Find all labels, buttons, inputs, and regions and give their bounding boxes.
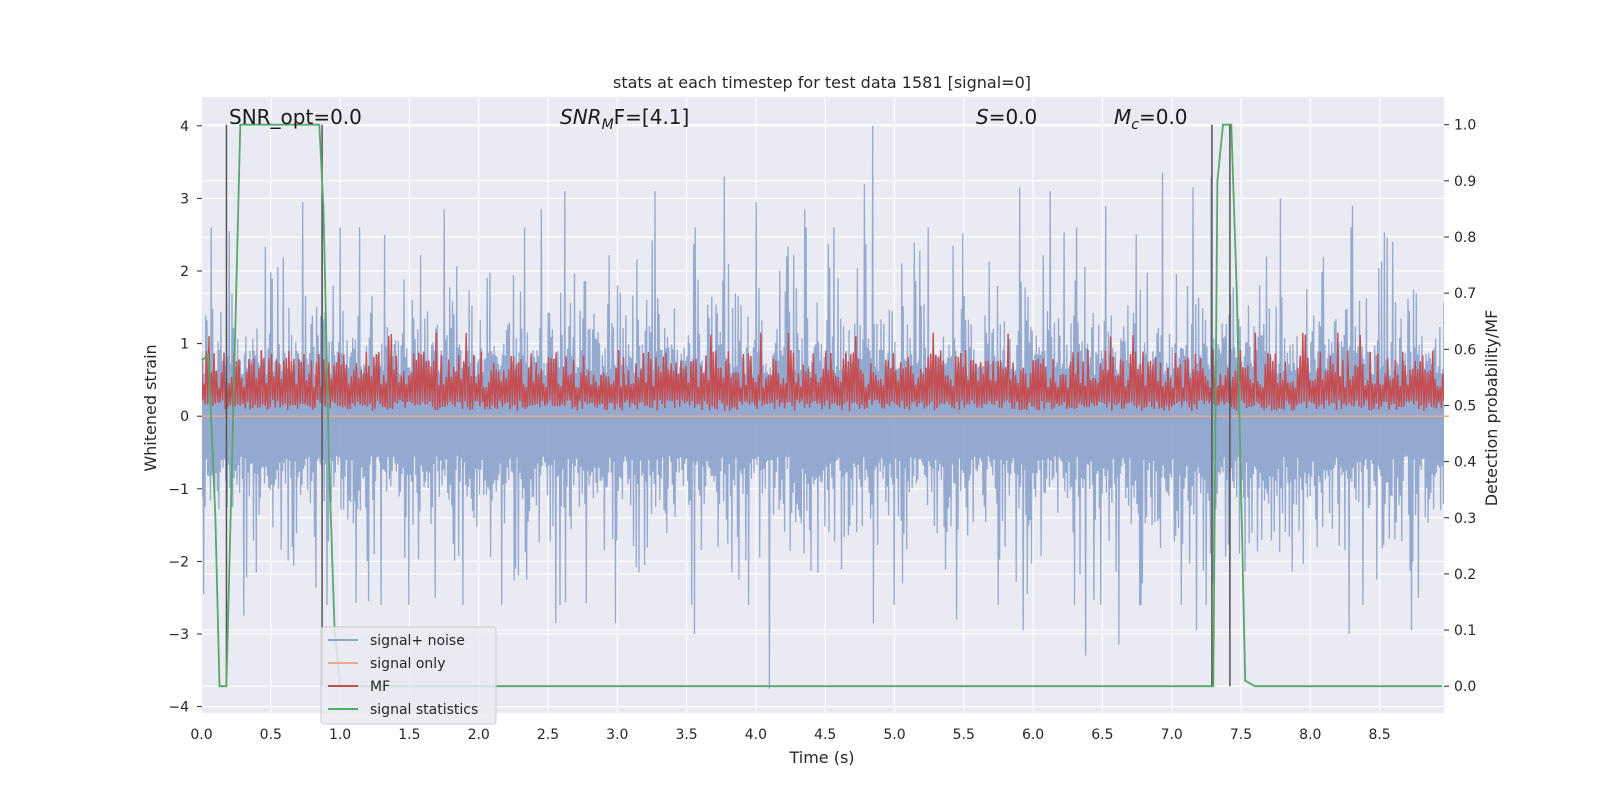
y2-tick-label: 0.6	[1454, 342, 1476, 358]
annotation-mc-stat: Mc=0.0	[1114, 105, 1188, 133]
x-tick-label: 3.5	[675, 727, 697, 743]
y-axis-right: 1.0 0.9 0.8 0.7 0.6 0.5 0.4 0.3 0.2 0.1 0.0	[1444, 118, 1476, 695]
y2-tick-label: 1.0	[1454, 118, 1476, 134]
x-tick-label: 7.5	[1230, 727, 1252, 743]
y-tick-label: −1	[168, 482, 189, 498]
y-tick-label: −2	[168, 554, 189, 570]
y-tick-label: 0	[180, 409, 189, 425]
legend: signal+ noise signal only MF signal stat…	[320, 626, 497, 725]
x-tick-label: 1.0	[329, 727, 351, 743]
y2-axis-label: Detection probability/MF	[1482, 310, 1501, 507]
x-tick-label: 5.5	[953, 727, 975, 743]
x-tick-label: 5.0	[883, 727, 905, 743]
x-tick-label: 3.0	[606, 727, 628, 743]
y2-tick-label: 0.8	[1454, 230, 1476, 246]
x-tick-label: 6.0	[1022, 727, 1044, 743]
y-tick-label: 3	[180, 191, 189, 207]
x-tick-label: 1.5	[398, 727, 420, 743]
series-signal-statistics	[200, 123, 1442, 688]
annotation-s-stat: S=0.0	[976, 105, 1037, 129]
series-mf	[202, 332, 1444, 412]
x-tick-label: 0.0	[190, 727, 212, 743]
y2-tick-label: 0.2	[1454, 567, 1476, 583]
legend-label-signal-noise: signal+ noise	[370, 633, 465, 649]
x-tick-label: 6.5	[1091, 727, 1113, 743]
x-tick-label: 7.0	[1161, 727, 1183, 743]
x-axis: 0.0 0.5 1.0 1.5 2.0 2.5 3.0 3.5 4.0 4.5 5.0 5.5 6.0 6…	[190, 727, 1390, 743]
x-tick-label: 2.0	[468, 727, 490, 743]
y-tick-label: 4	[180, 119, 189, 135]
legend-label-signal-statistics: signal statistics	[370, 702, 478, 718]
y-tick-label: −3	[168, 627, 189, 643]
legend-box	[320, 626, 497, 725]
y2-tick-label: 0.0	[1454, 679, 1476, 695]
y2-tick-label: 0.5	[1454, 398, 1476, 414]
x-tick-label: 0.5	[260, 727, 282, 743]
y-axis-left: 4 3 2 1 0 −1 −2 −3 −4	[168, 119, 202, 716]
y-tick-label: 1	[180, 337, 189, 353]
y-tick-label: 2	[180, 264, 189, 280]
y2-tick-label: 0.9	[1454, 174, 1476, 190]
y-axis-label: Whitened strain	[141, 344, 160, 471]
annotation-snr-opt: SNR_opt=0.0	[229, 105, 362, 129]
series-signal-noise	[202, 125, 1444, 689]
y2-tick-label: 0.3	[1454, 511, 1476, 527]
x-tick-label: 8.5	[1368, 727, 1390, 743]
y2-tick-label: 0.7	[1454, 286, 1476, 302]
x-tick-label: 4.5	[814, 727, 836, 743]
x-tick-label: 4.0	[745, 727, 767, 743]
chart-title: stats at each timestep for test data 158…	[613, 73, 1031, 92]
legend-label-mf: MF	[370, 679, 390, 695]
legend-label-signal-only: signal only	[370, 656, 445, 672]
x-tick-label: 2.5	[537, 727, 559, 743]
y-tick-label: −4	[168, 700, 189, 716]
plot-content	[200, 123, 1449, 689]
y2-tick-label: 0.4	[1454, 455, 1476, 471]
x-axis-label: Time (s)	[788, 748, 854, 767]
x-tick-label: 8.0	[1299, 727, 1321, 743]
y2-tick-label: 0.1	[1454, 623, 1476, 639]
annotation-snr-mf: SNRMF=[4.1]	[560, 105, 689, 133]
